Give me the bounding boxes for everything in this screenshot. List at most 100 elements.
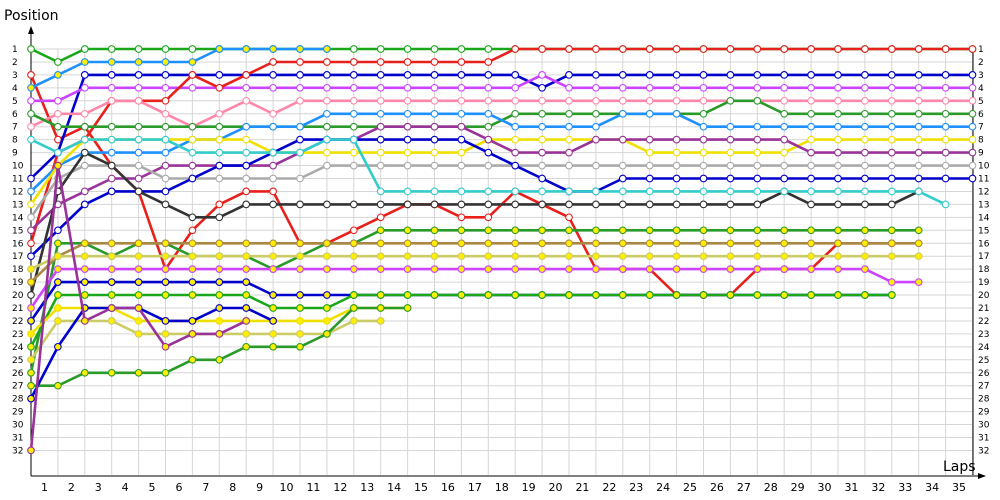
y-tick-label-right: 5 — [978, 97, 984, 107]
series-point — [699, 122, 708, 131]
series-point — [323, 252, 331, 261]
series-point — [592, 109, 600, 118]
series-point — [538, 148, 546, 157]
series-point — [80, 83, 89, 92]
series-point — [565, 83, 573, 92]
series-point — [753, 161, 762, 170]
series-point — [645, 226, 654, 235]
series-point — [753, 291, 762, 299]
series-point — [242, 291, 251, 299]
series-point — [941, 135, 950, 144]
series-point — [323, 161, 331, 170]
x-tick-label: 18 — [495, 481, 509, 494]
series-point — [699, 265, 708, 273]
series-point — [861, 226, 869, 235]
series-point — [161, 368, 170, 377]
series-point — [834, 83, 842, 92]
series-point — [80, 252, 89, 261]
series-point — [592, 291, 600, 299]
series-point — [618, 71, 627, 79]
series-point — [376, 252, 385, 261]
series-point — [54, 381, 62, 390]
series-line — [30, 73, 973, 180]
series-point — [54, 161, 62, 170]
series-point — [403, 265, 412, 273]
series-point — [753, 200, 762, 209]
series-point — [753, 187, 762, 196]
series-point — [80, 317, 89, 325]
series-point — [887, 174, 896, 183]
series-point — [565, 135, 573, 144]
series-point — [349, 109, 358, 118]
series-point — [807, 291, 815, 299]
series-point — [161, 174, 170, 183]
series-point — [484, 200, 493, 209]
x-tick-label: 7 — [202, 481, 209, 494]
series-point — [861, 187, 869, 196]
x-tick-label: 28 — [764, 481, 778, 494]
series-point — [565, 148, 573, 157]
series-point — [349, 161, 358, 170]
series-point — [54, 342, 62, 351]
series-point — [618, 200, 627, 209]
y-tick-label-right: 18 — [978, 265, 990, 275]
series-point — [403, 252, 412, 261]
series-6 — [27, 45, 977, 248]
series-point — [780, 96, 789, 105]
series-15 — [27, 135, 950, 209]
series-point — [672, 161, 681, 170]
series-point — [753, 45, 762, 53]
series-point — [726, 83, 735, 92]
series-point — [215, 71, 224, 79]
series-point — [511, 187, 520, 196]
series-point — [242, 330, 251, 338]
series-point — [645, 45, 654, 53]
series-point — [538, 135, 546, 144]
series-point — [242, 252, 251, 261]
series-point — [269, 252, 277, 261]
x-tick-label: 16 — [441, 481, 455, 494]
series-point — [457, 96, 466, 105]
series-point — [107, 174, 116, 183]
y-tick-label-left: 8 — [12, 136, 18, 146]
series-point — [941, 83, 950, 92]
x-tick-label: 30 — [818, 481, 832, 494]
series-point — [134, 135, 143, 144]
series-point — [914, 122, 923, 131]
series-point — [834, 71, 842, 79]
series-point — [726, 291, 735, 299]
series-point — [861, 174, 869, 183]
series-point — [27, 226, 35, 235]
series-point — [538, 109, 546, 118]
x-axis-title: Laps — [943, 459, 976, 475]
series-point — [296, 45, 304, 53]
series-line — [29, 319, 381, 361]
series-point — [592, 265, 600, 273]
series-point — [134, 45, 143, 53]
series-point — [592, 200, 600, 209]
series-point — [349, 122, 358, 131]
y-tick-label-left: 11 — [12, 175, 23, 185]
series-point — [457, 122, 466, 131]
series-point — [215, 330, 224, 338]
series-point — [565, 291, 573, 299]
series-point — [242, 83, 251, 92]
series-point — [592, 96, 600, 105]
series-point — [807, 135, 815, 144]
series-point — [349, 265, 358, 273]
series-point — [618, 291, 627, 299]
series-point — [107, 304, 116, 312]
series-point — [699, 96, 708, 105]
series-point — [834, 96, 842, 105]
y-tick-label-left: 13 — [12, 200, 23, 210]
y-tick-label-left: 32 — [12, 446, 23, 456]
series-point — [269, 83, 277, 92]
series-line — [30, 254, 919, 271]
series-point — [914, 45, 923, 53]
series-point — [430, 265, 439, 273]
series-point — [403, 58, 412, 66]
series-point — [80, 187, 89, 196]
series-line — [30, 99, 973, 128]
series-point — [672, 226, 681, 235]
series-point — [161, 239, 170, 248]
